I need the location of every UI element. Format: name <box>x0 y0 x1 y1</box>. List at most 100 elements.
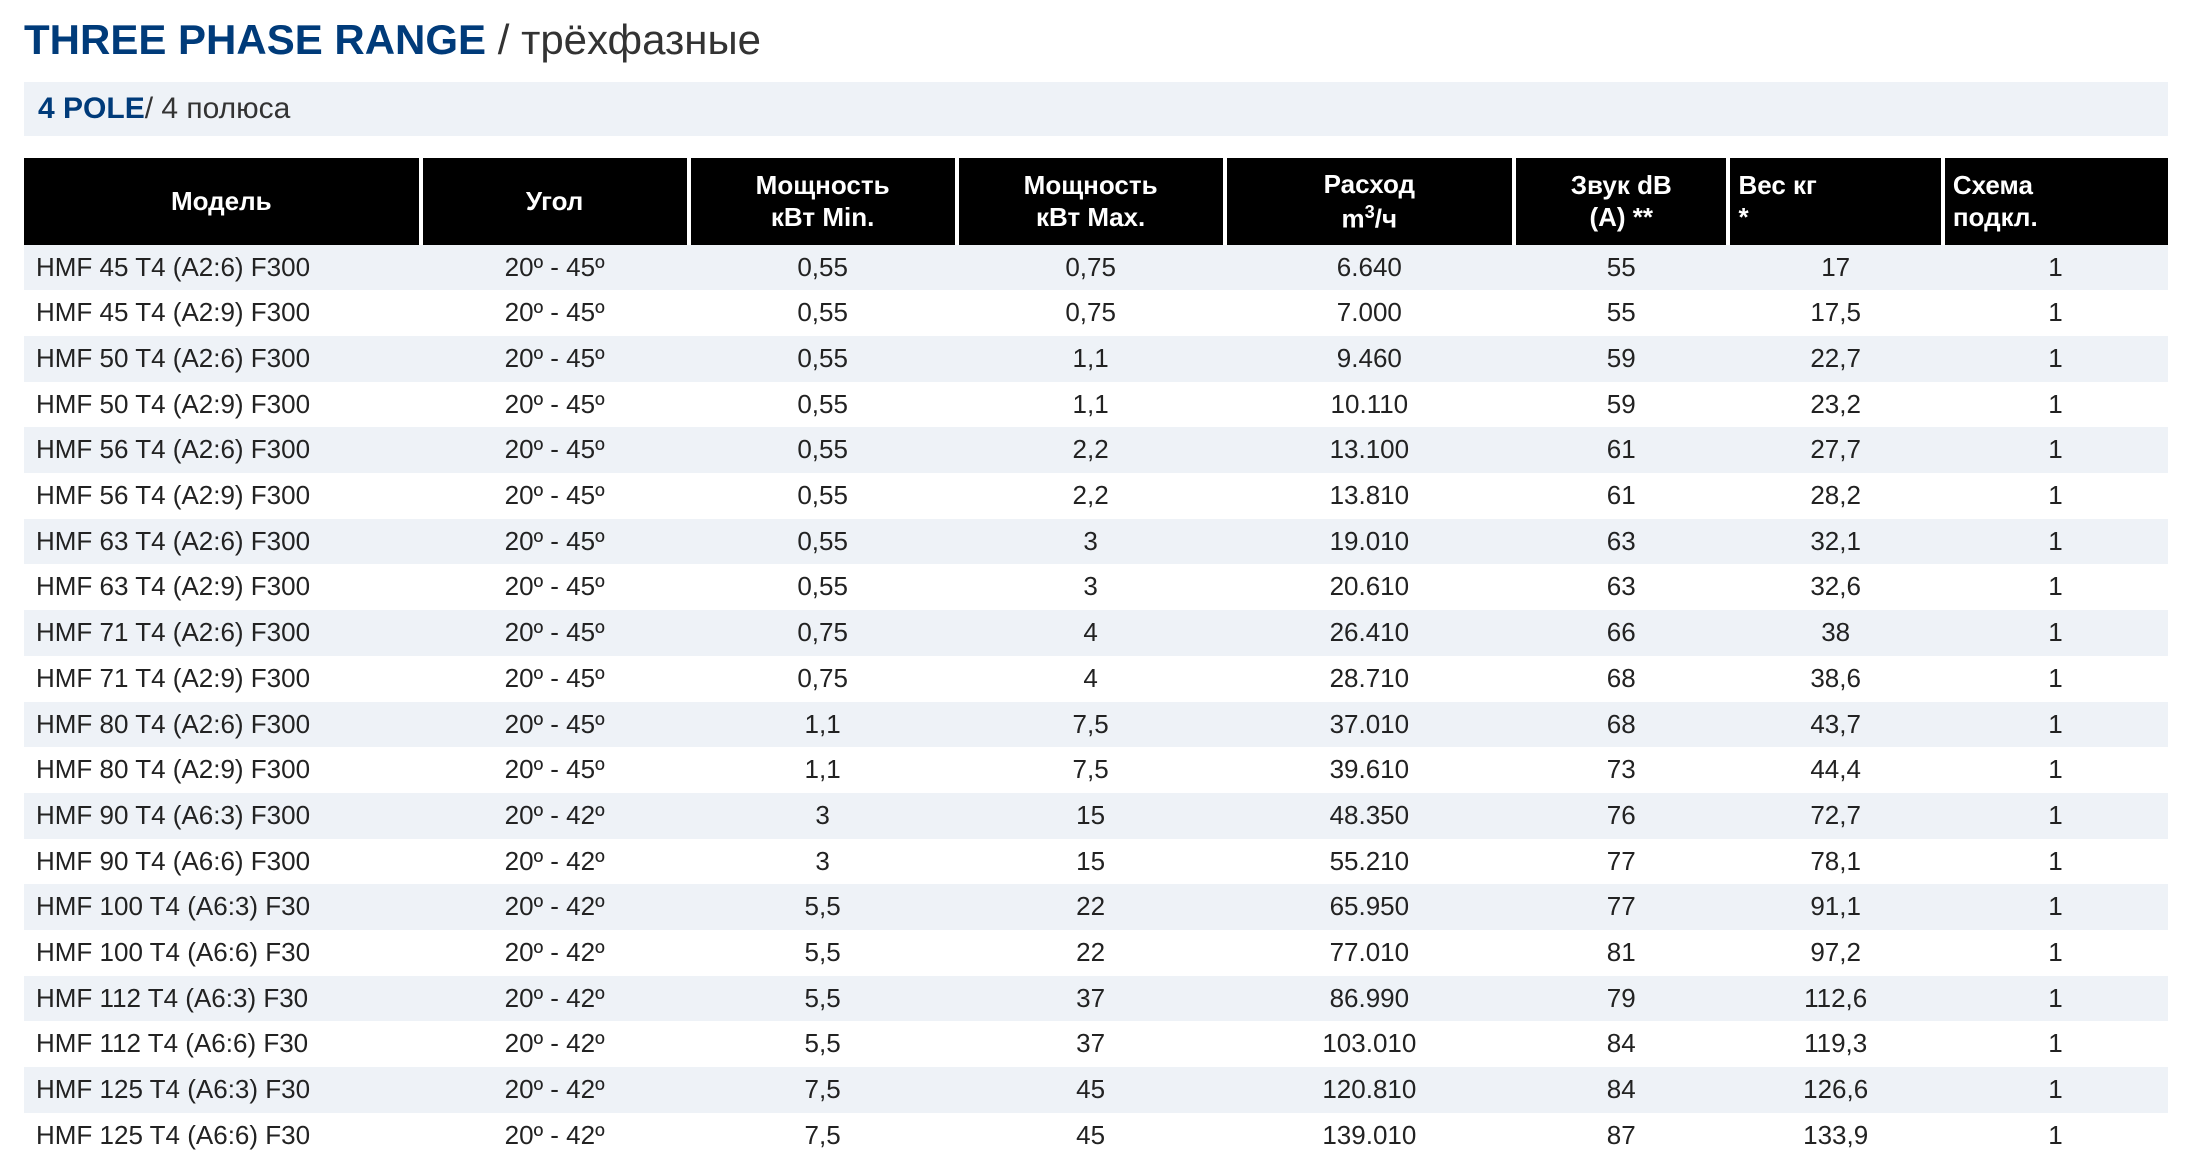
table-row: HMF 50 T4 (A2:6) F30020º - 45º0,551,19.4… <box>24 336 2168 382</box>
cell-sound: 61 <box>1514 427 1728 473</box>
cell-pmin: 0,55 <box>689 336 957 382</box>
cell-pmax: 22 <box>957 884 1225 930</box>
cell-sound: 59 <box>1514 336 1728 382</box>
cell-angle: 20º - 45º <box>421 519 689 565</box>
title-sub: трёхфазные <box>521 16 761 63</box>
cell-pmax: 4 <box>957 656 1225 702</box>
title-separator: / <box>486 16 521 63</box>
cell-model: HMF 56 T4 (A2:9) F300 <box>24 473 421 519</box>
section-subtitle: 4 POLE/ 4 полюса <box>24 82 2168 136</box>
cell-sound: 84 <box>1514 1021 1728 1067</box>
cell-pmin: 3 <box>689 839 957 885</box>
cell-weight: 43,7 <box>1728 702 1942 748</box>
cell-sound: 84 <box>1514 1067 1728 1113</box>
cell-flow: 77.010 <box>1225 930 1514 976</box>
cell-wire: 1 <box>1943 1067 2168 1113</box>
cell-flow: 55.210 <box>1225 839 1514 885</box>
cell-weight: 97,2 <box>1728 930 1942 976</box>
cell-model: HMF 71 T4 (A2:6) F300 <box>24 610 421 656</box>
table-row: HMF 45 T4 (A2:6) F30020º - 45º0,550,756.… <box>24 245 2168 291</box>
cell-pmax: 45 <box>957 1113 1225 1159</box>
cell-wire: 1 <box>1943 884 2168 930</box>
cell-weight: 133,9 <box>1728 1113 1942 1159</box>
cell-angle: 20º - 42º <box>421 1021 689 1067</box>
cell-sound: 81 <box>1514 930 1728 976</box>
cell-model: HMF 80 T4 (A2:6) F300 <box>24 702 421 748</box>
cell-pmin: 0,75 <box>689 610 957 656</box>
cell-weight: 17,5 <box>1728 290 1942 336</box>
cell-flow: 10.110 <box>1225 382 1514 428</box>
table-row: HMF 90 T4 (A6:6) F30020º - 42º31555.2107… <box>24 839 2168 885</box>
cell-weight: 17 <box>1728 245 1942 291</box>
col-header-weight: Вес кг* <box>1728 158 1942 245</box>
cell-flow: 65.950 <box>1225 884 1514 930</box>
cell-angle: 20º - 45º <box>421 702 689 748</box>
cell-wire: 1 <box>1943 976 2168 1022</box>
cell-pmax: 0,75 <box>957 290 1225 336</box>
cell-sound: 63 <box>1514 564 1728 610</box>
cell-angle: 20º - 45º <box>421 382 689 428</box>
cell-pmax: 3 <box>957 564 1225 610</box>
cell-pmax: 45 <box>957 1067 1225 1113</box>
cell-weight: 119,3 <box>1728 1021 1942 1067</box>
cell-weight: 78,1 <box>1728 839 1942 885</box>
cell-model: HMF 100 T4 (A6:3) F30 <box>24 884 421 930</box>
cell-pmin: 0,55 <box>689 245 957 291</box>
cell-angle: 20º - 42º <box>421 930 689 976</box>
cell-wire: 1 <box>1943 1113 2168 1159</box>
cell-model: HMF 125 T4 (A6:6) F30 <box>24 1113 421 1159</box>
cell-pmin: 0,55 <box>689 564 957 610</box>
cell-model: HMF 63 T4 (A2:9) F300 <box>24 564 421 610</box>
cell-weight: 28,2 <box>1728 473 1942 519</box>
cell-pmax: 7,5 <box>957 747 1225 793</box>
cell-model: HMF 50 T4 (A2:9) F300 <box>24 382 421 428</box>
title-main: THREE PHASE RANGE <box>24 16 486 63</box>
table-row: HMF 125 T4 (A6:6) F3020º - 42º7,545139.0… <box>24 1113 2168 1159</box>
cell-wire: 1 <box>1943 793 2168 839</box>
cell-flow: 103.010 <box>1225 1021 1514 1067</box>
cell-pmax: 7,5 <box>957 702 1225 748</box>
cell-pmax: 1,1 <box>957 382 1225 428</box>
cell-sound: 68 <box>1514 656 1728 702</box>
cell-model: HMF 112 T4 (A6:3) F30 <box>24 976 421 1022</box>
cell-angle: 20º - 45º <box>421 564 689 610</box>
cell-wire: 1 <box>1943 382 2168 428</box>
cell-sound: 63 <box>1514 519 1728 565</box>
table-row: HMF 56 T4 (A2:9) F30020º - 45º0,552,213.… <box>24 473 2168 519</box>
cell-wire: 1 <box>1943 290 2168 336</box>
cell-pmax: 1,1 <box>957 336 1225 382</box>
table-row: HMF 80 T4 (A2:6) F30020º - 45º1,17,537.0… <box>24 702 2168 748</box>
cell-weight: 72,7 <box>1728 793 1942 839</box>
cell-model: HMF 45 T4 (A2:6) F300 <box>24 245 421 291</box>
cell-pmax: 2,2 <box>957 427 1225 473</box>
cell-pmin: 0,75 <box>689 656 957 702</box>
cell-flow: 13.810 <box>1225 473 1514 519</box>
cell-pmax: 37 <box>957 1021 1225 1067</box>
cell-flow: 7.000 <box>1225 290 1514 336</box>
cell-flow: 6.640 <box>1225 245 1514 291</box>
cell-angle: 20º - 45º <box>421 747 689 793</box>
cell-flow: 9.460 <box>1225 336 1514 382</box>
cell-flow: 39.610 <box>1225 747 1514 793</box>
cell-model: HMF 80 T4 (A2:9) F300 <box>24 747 421 793</box>
cell-angle: 20º - 45º <box>421 336 689 382</box>
cell-pmax: 3 <box>957 519 1225 565</box>
cell-pmin: 0,55 <box>689 427 957 473</box>
table-row: HMF 71 T4 (A2:6) F30020º - 45º0,75426.41… <box>24 610 2168 656</box>
spec-table: МодельУголМощностькВт Min.МощностькВт Ma… <box>24 158 2168 1158</box>
cell-angle: 20º - 45º <box>421 610 689 656</box>
cell-sound: 73 <box>1514 747 1728 793</box>
cell-model: HMF 45 T4 (A2:9) F300 <box>24 290 421 336</box>
cell-flow: 19.010 <box>1225 519 1514 565</box>
table-row: HMF 100 T4 (A6:3) F3020º - 42º5,52265.95… <box>24 884 2168 930</box>
cell-model: HMF 56 T4 (A2:6) F300 <box>24 427 421 473</box>
cell-wire: 1 <box>1943 747 2168 793</box>
cell-angle: 20º - 42º <box>421 793 689 839</box>
cell-angle: 20º - 45º <box>421 427 689 473</box>
cell-pmin: 5,5 <box>689 1021 957 1067</box>
col-header-flow: Расходm3/ч <box>1225 158 1514 245</box>
cell-weight: 27,7 <box>1728 427 1942 473</box>
cell-pmin: 3 <box>689 793 957 839</box>
cell-flow: 26.410 <box>1225 610 1514 656</box>
cell-flow: 120.810 <box>1225 1067 1514 1113</box>
